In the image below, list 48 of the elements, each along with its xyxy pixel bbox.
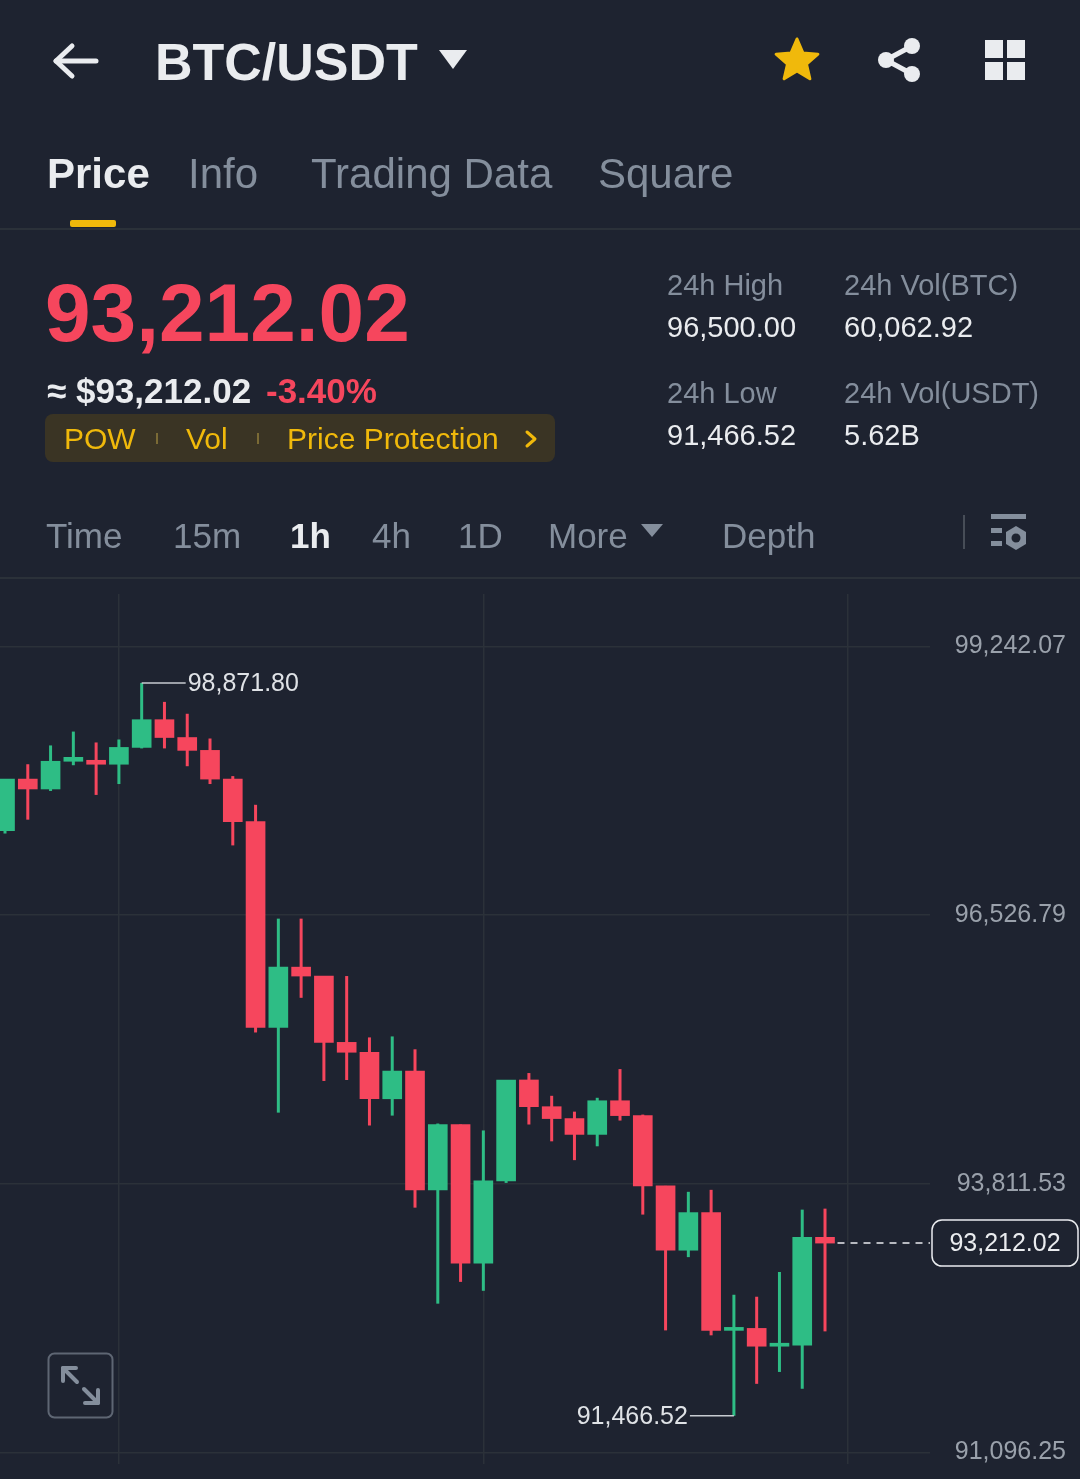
text: Price (47, 150, 150, 198)
candlestick (86, 742, 106, 795)
text: Time (46, 515, 123, 555)
text: 15m (173, 515, 242, 555)
text: Vol (186, 422, 228, 456)
text: 5.62B (844, 418, 920, 451)
y-tick-label: 93,811.53 (956, 1167, 1066, 1196)
text: 96,500.00 (667, 310, 797, 343)
text: Trading Data (311, 150, 553, 198)
candlestick (541, 1094, 562, 1142)
text: Depth (722, 515, 816, 555)
ref-line-label: 93,212.02 (949, 1227, 1061, 1256)
y-tick-label: 99,242.07 (954, 630, 1066, 659)
candlestick (291, 918, 311, 998)
text: 24h Vol(BTC) (844, 268, 1019, 301)
candlestick (769, 1271, 790, 1372)
candlestick (724, 1294, 744, 1416)
y-tick-label: 96,526.79 (954, 898, 1066, 927)
annotation: 98,871.80 (187, 667, 299, 696)
text: -3.40% (266, 370, 377, 410)
candlestick (17, 764, 38, 820)
text: Square (598, 150, 734, 198)
text: More (548, 515, 628, 555)
annotation: 91,466.52 (576, 1400, 688, 1429)
candlestick (109, 739, 129, 785)
text: POW (64, 422, 136, 456)
text: 93,212.02 (45, 267, 410, 359)
candlestick (746, 1296, 767, 1384)
candlestick (610, 1069, 630, 1121)
text: ≈ $93,212.02 (47, 370, 252, 410)
text: Price Protection (287, 422, 499, 456)
text: BTC/USDT (155, 32, 418, 91)
text: 24h Vol(USDT) (844, 376, 1040, 409)
candlestick (63, 731, 84, 767)
candlestick (815, 1208, 835, 1332)
candlestick (564, 1111, 585, 1162)
text: 24h Low (667, 376, 777, 409)
candlestick (336, 976, 357, 1080)
text: 24h High (667, 268, 784, 301)
candlestick (154, 700, 175, 749)
y-tick-label: 91,096.25 (954, 1436, 1066, 1465)
text: 1D (458, 515, 503, 555)
candlestick (177, 712, 198, 768)
text: Info (188, 150, 259, 198)
text: 4h (372, 515, 411, 555)
text: 1h (290, 515, 331, 555)
text: 91,466.52 (667, 418, 797, 451)
text: 60,062.92 (844, 310, 974, 343)
